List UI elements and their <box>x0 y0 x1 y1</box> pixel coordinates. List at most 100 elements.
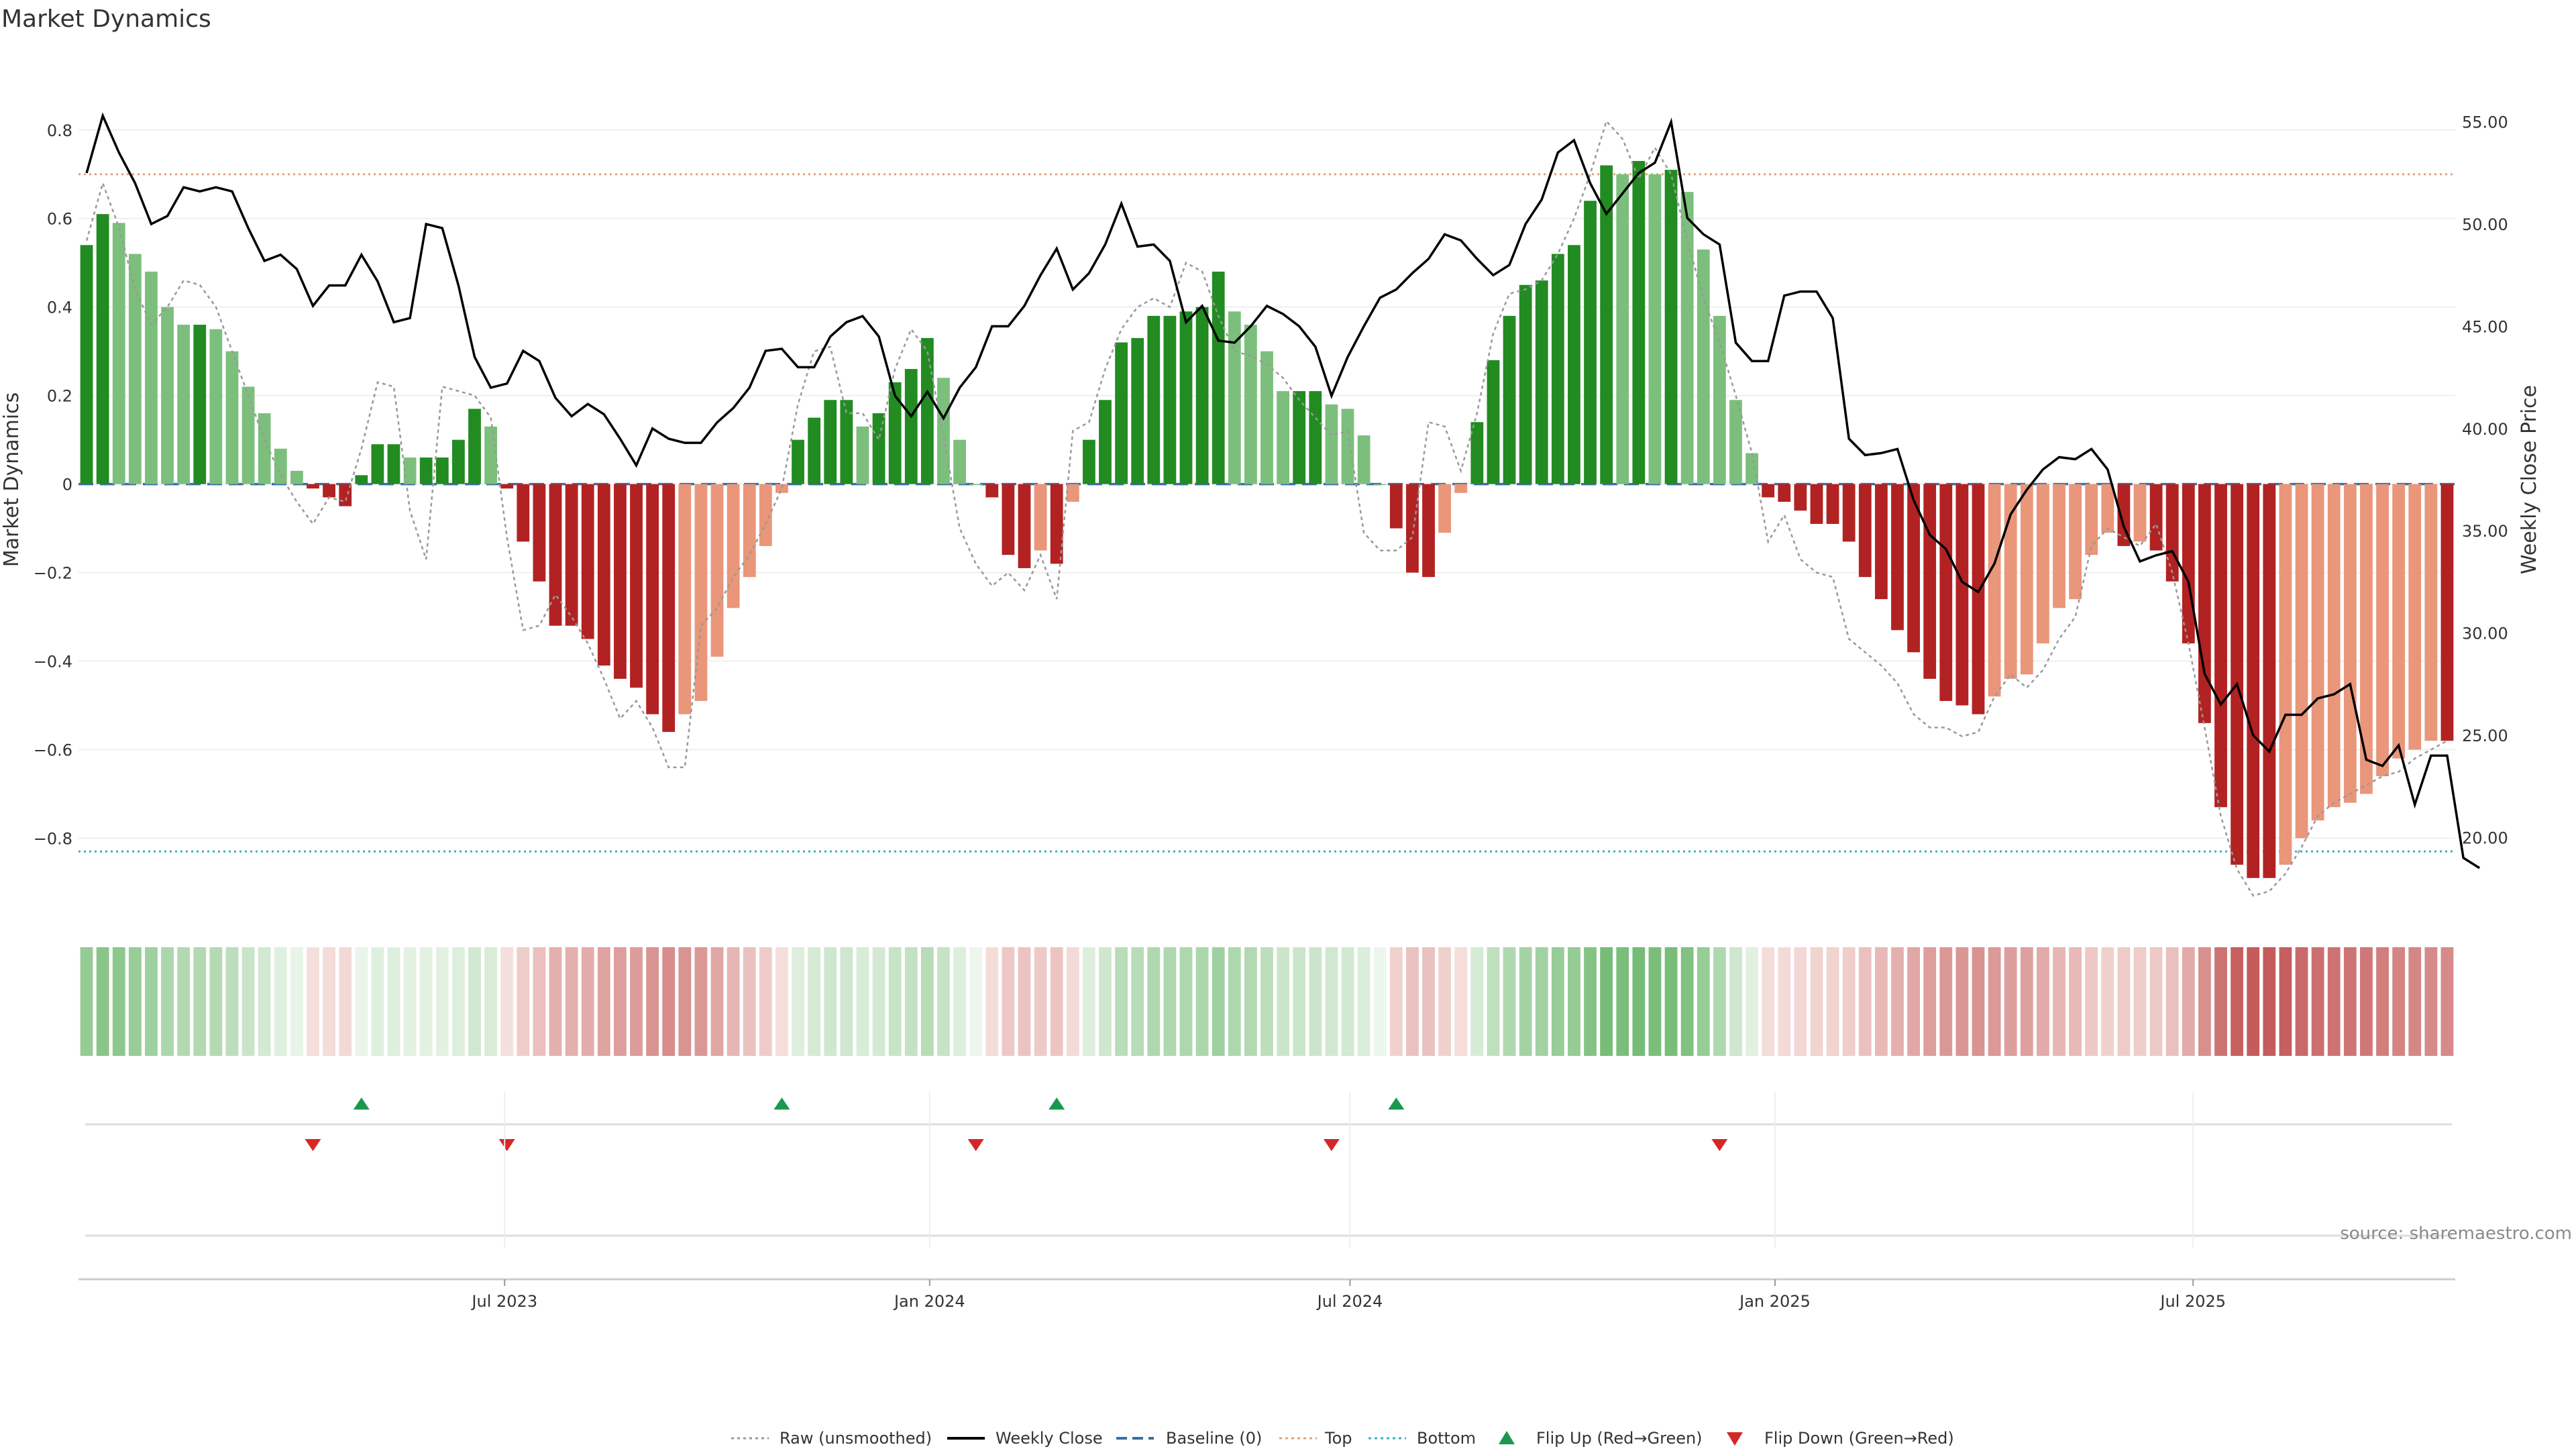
heat-cell-39 <box>710 947 724 1056</box>
heat-cell-18 <box>371 947 384 1056</box>
legend-label-6: Flip Down (Green→Red) <box>1764 1429 1954 1448</box>
heat-cell-91 <box>1551 947 1564 1056</box>
heat-cell-141 <box>2360 947 2373 1056</box>
bar-130 <box>2182 484 2195 644</box>
heat-cell-15 <box>323 947 335 1056</box>
bar-108 <box>1826 484 1839 524</box>
heat-cell-11 <box>258 947 271 1056</box>
heat-cell-57 <box>1002 947 1015 1056</box>
heat-cell-61 <box>1066 947 1079 1056</box>
heat-cell-129 <box>2165 947 2179 1056</box>
heat-cell-89 <box>1519 947 1532 1056</box>
y-tick-label: 0.2 <box>47 387 72 406</box>
heat-cell-130 <box>2182 947 2195 1056</box>
heat-cell-31 <box>581 947 594 1056</box>
bar-107 <box>1810 484 1823 524</box>
bar-7 <box>193 325 207 484</box>
heat-cell-107 <box>1810 947 1823 1056</box>
bar-34 <box>630 484 643 688</box>
heat-cell-118 <box>1988 947 2001 1056</box>
heat-cell-142 <box>2376 947 2389 1056</box>
heat-cell-19 <box>387 947 400 1056</box>
heat-cell-117 <box>1972 947 1985 1056</box>
flip-down-marker-1 <box>498 1139 515 1151</box>
bar-23 <box>451 439 465 484</box>
flip-up-marker-2 <box>1049 1097 1065 1110</box>
bar-139 <box>2327 484 2341 808</box>
heat-cell-110 <box>1858 947 1872 1056</box>
flip-down-marker-4 <box>1711 1139 1728 1151</box>
bar-30 <box>565 484 578 626</box>
heat-cell-48 <box>856 947 869 1056</box>
bar-128 <box>2149 484 2163 551</box>
bar-102 <box>1729 400 1742 484</box>
bar-54 <box>953 439 966 484</box>
bar-3 <box>128 254 142 484</box>
bar-67 <box>1163 315 1177 484</box>
heat-cell-68 <box>1179 947 1193 1056</box>
heat-cell-60 <box>1050 947 1063 1056</box>
heat-cell-42 <box>759 947 772 1056</box>
heat-cell-140 <box>2343 947 2357 1056</box>
heat-cell-7 <box>193 947 207 1056</box>
weekly-close-line <box>85 112 2481 869</box>
chart-title: Market Dynamics <box>1 5 211 33</box>
bar-86 <box>1470 422 1484 484</box>
heat-cell-104 <box>1762 947 1775 1056</box>
y-tick-label: −0.2 <box>34 564 72 583</box>
heat-cell-52 <box>920 947 934 1056</box>
y2-tick-label: 30.00 <box>2462 625 2508 643</box>
heat-cell-80 <box>1373 947 1387 1056</box>
heat-cell-21 <box>419 947 433 1056</box>
heat-cell-35 <box>646 947 659 1056</box>
bar-9 <box>225 351 239 484</box>
bar-101 <box>1713 315 1726 484</box>
heat-cell-101 <box>1713 947 1726 1056</box>
bar-14 <box>307 484 319 489</box>
heat-cell-133 <box>2231 947 2244 1056</box>
y-tick-label: 0 <box>62 476 72 494</box>
heat-cell-106 <box>1794 947 1807 1056</box>
heat-cell-23 <box>451 947 465 1056</box>
bar-71 <box>1228 311 1241 484</box>
bar-120 <box>2020 484 2033 675</box>
bar-52 <box>920 337 934 484</box>
heat-cell-16 <box>339 947 352 1056</box>
bar-84 <box>1438 484 1452 533</box>
bar-8 <box>209 329 223 484</box>
heat-cell-79 <box>1357 947 1371 1056</box>
bar-72 <box>1244 325 1257 484</box>
legend-label-2: Baseline (0) <box>1166 1429 1262 1448</box>
y-tick-label: 0.4 <box>47 299 72 317</box>
heat-cell-74 <box>1277 947 1290 1056</box>
heat-cell-114 <box>1923 947 1937 1056</box>
heat-cell-92 <box>1568 947 1580 1056</box>
heat-cell-45 <box>808 947 821 1056</box>
y-tick-label: −0.8 <box>34 829 72 848</box>
bar-144 <box>2408 484 2422 750</box>
heat-cell-125 <box>2101 947 2114 1056</box>
bar-27 <box>517 484 530 542</box>
bar-1 <box>96 214 109 484</box>
bar-65 <box>1131 337 1144 484</box>
flip-down-marker-3 <box>1323 1139 1340 1151</box>
heat-cell-87 <box>1487 947 1500 1056</box>
bar-94 <box>1600 165 1613 484</box>
legend-label-1: Weekly Close <box>996 1429 1103 1448</box>
bar-137 <box>2295 484 2308 839</box>
bar-134 <box>2247 484 2260 878</box>
bar-76 <box>1309 391 1322 484</box>
heat-cell-49 <box>872 947 885 1056</box>
bar-24 <box>468 409 481 484</box>
bar-66 <box>1147 315 1161 484</box>
bar-79 <box>1357 435 1371 484</box>
bar-109 <box>1842 484 1856 542</box>
legend-item-5: Flip Up (Red→Green) <box>1499 1429 1703 1448</box>
heat-cell-64 <box>1115 947 1128 1056</box>
bar-50 <box>888 382 902 484</box>
bar-129 <box>2165 484 2179 582</box>
bar-99 <box>1680 192 1694 484</box>
y2-tick-label: 45.00 <box>2462 317 2508 336</box>
heat-cell-17 <box>355 947 368 1056</box>
bar-55 <box>969 484 983 486</box>
